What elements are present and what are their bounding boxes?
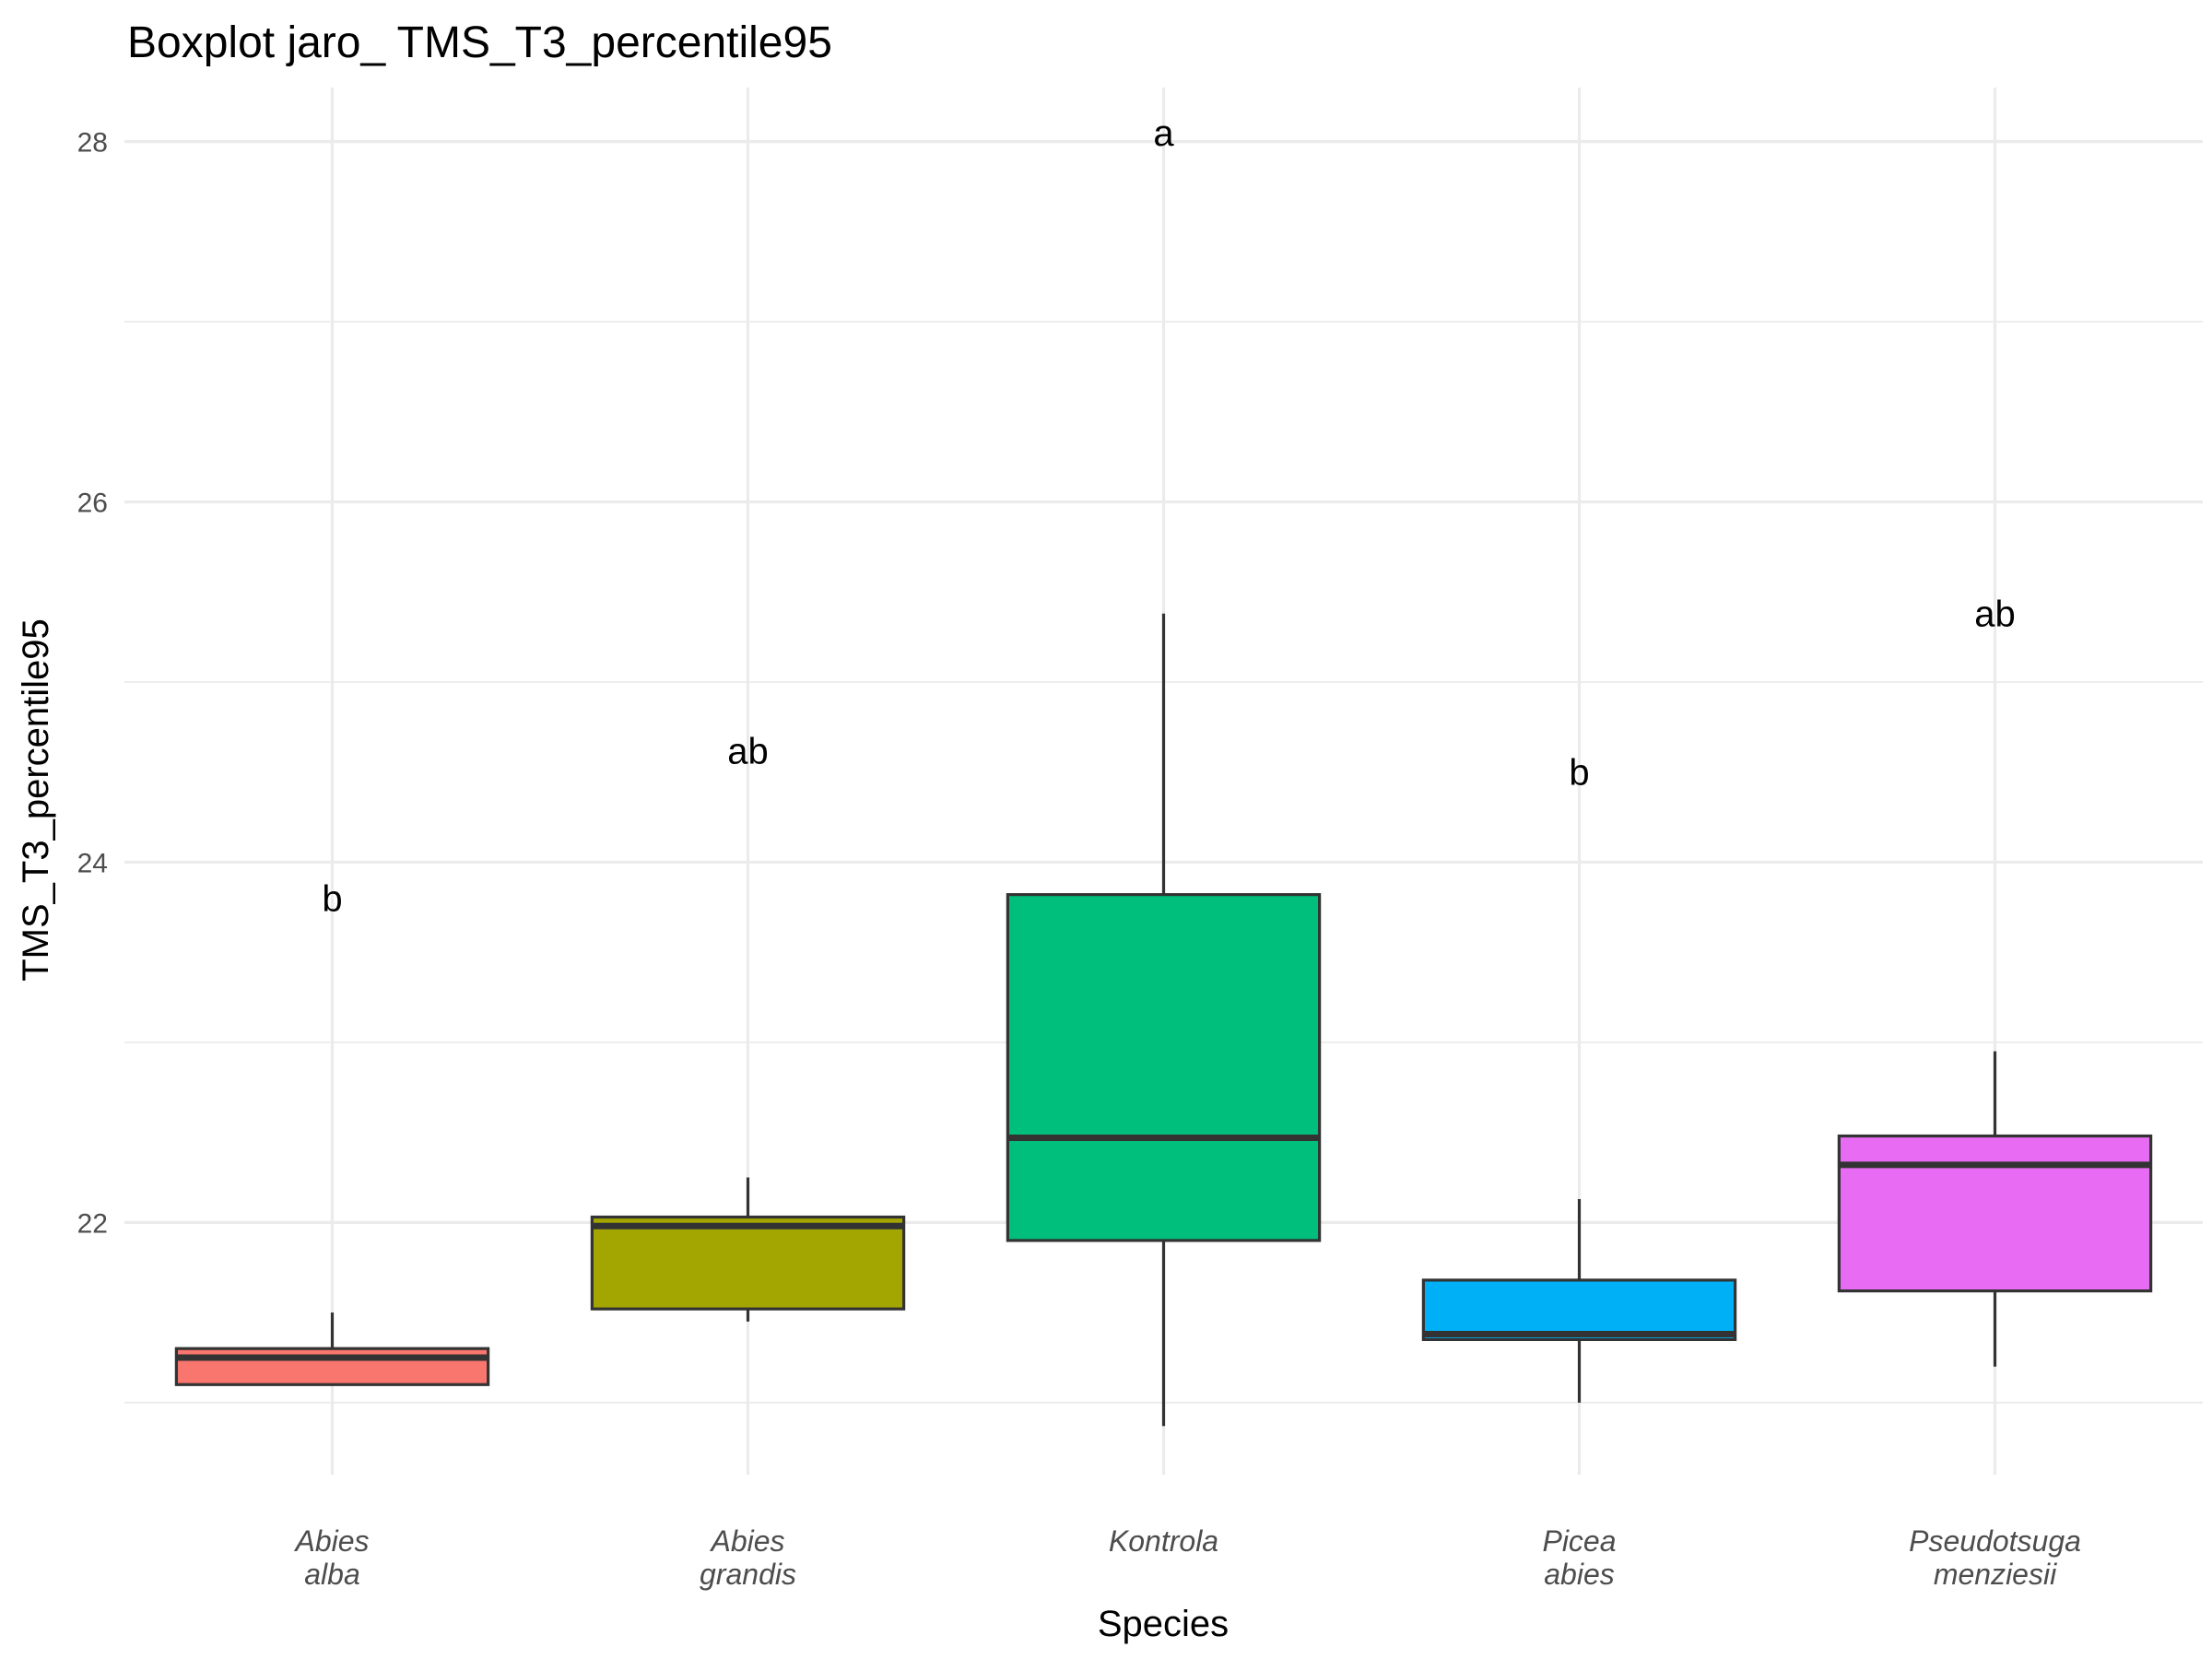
x-tick-label: Abies grandis <box>700 1524 796 1591</box>
chart-title: Boxplot jaro_ TMS_T3_percentile95 <box>127 18 832 67</box>
box-picea-abies <box>1421 1198 1737 1403</box>
significance-letter: a <box>1153 113 1174 154</box>
y-tick-label: 22 <box>77 1208 108 1239</box>
box-abies-alba <box>174 1312 490 1386</box>
x-tick-label: Kontrola <box>1109 1524 1218 1558</box>
box-abies-grandis <box>590 1177 906 1322</box>
boxes <box>174 613 2153 1427</box>
y-axis-tick-labels: 22 24 26 28 <box>77 128 108 1240</box>
x-axis-tick-labels: Abies alba Abies grandis Kontrola Picea abies P… <box>293 1524 2080 1591</box>
x-axis-title: Species <box>1098 1604 1229 1644</box>
significance-letter: b <box>1569 753 1589 794</box>
significance-letter: ab <box>1974 594 2016 635</box>
significance-letter: b <box>322 879 342 920</box>
x-tick-label: Pseudotsuga menziesii <box>1909 1524 2081 1591</box>
y-axis-title: TMS_T3_percentile95 <box>16 618 56 982</box>
box-iqr <box>1421 1278 1737 1342</box>
y-tick-label: 26 <box>77 488 108 519</box>
y-tick-label: 24 <box>77 848 108 878</box>
x-tick-label: Picea abies <box>1542 1524 1616 1591</box>
box-pseudotsuga-menziesii <box>1837 1051 2153 1367</box>
box-iqr <box>1837 1134 2153 1293</box>
x-tick-label: Abies alba <box>293 1524 369 1591</box>
significance-letter: ab <box>727 731 769 771</box>
box-kontrola <box>1006 613 1322 1427</box>
box-iqr <box>174 1347 490 1386</box>
y-tick-label: 28 <box>77 128 108 159</box>
box-iqr <box>1006 893 1322 1242</box>
box-iqr <box>590 1215 906 1311</box>
